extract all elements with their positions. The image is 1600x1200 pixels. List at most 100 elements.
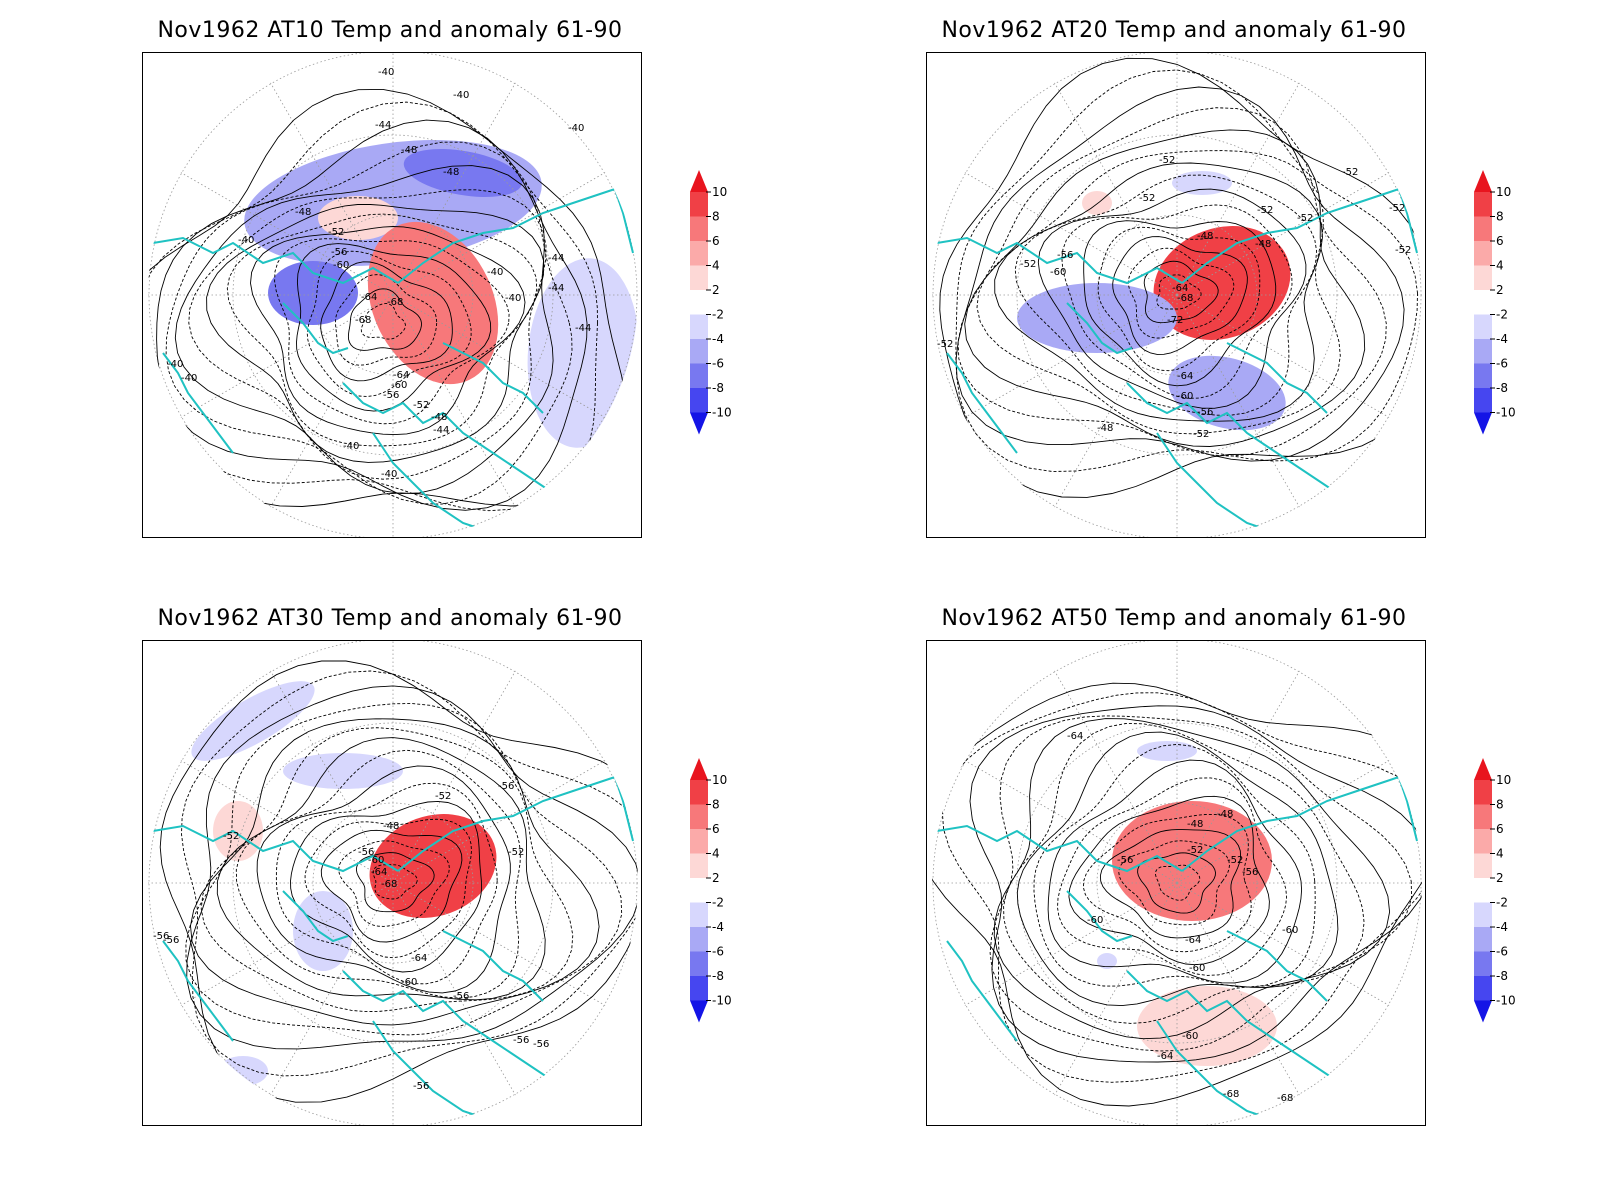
temperature-contour: [159, 660, 638, 1103]
contour-label: -68: [1277, 1093, 1293, 1104]
coastline: [1126, 970, 1338, 1082]
coastline: [946, 940, 1018, 1042]
temperature-contour: [338, 840, 450, 927]
polar-map-at30: -52-48-52-56-56-60-64-68-52-56-56-56-64-…: [148, 641, 638, 1125]
coastline: [282, 890, 349, 943]
colorbar-segment: [1474, 902, 1492, 927]
temperature-contour: [200, 727, 574, 1013]
contour-label: -56: [331, 247, 347, 258]
colorbar-segment: [1474, 388, 1492, 413]
temperature-contour: [1118, 840, 1230, 926]
temperature-contour: [347, 288, 422, 351]
contour-label: -40: [181, 373, 197, 384]
meridian-line: [392, 294, 516, 508]
contour-label: -64: [411, 953, 427, 964]
temperature-contour: [181, 670, 638, 1077]
meridian-line: [1176, 172, 1390, 296]
contour-label: -40: [167, 359, 183, 370]
colorbar-tick-label: -6: [1496, 945, 1508, 959]
meridian-line: [270, 670, 394, 884]
colorbar-segment: [690, 780, 708, 805]
contour-label: -64: [1172, 283, 1188, 294]
anomaly-shading: [1168, 355, 1286, 431]
temperature-contour: [1037, 188, 1307, 409]
colorbar-segment: [1474, 216, 1492, 241]
temperature-contour: [274, 238, 510, 425]
contour-label: -56: [513, 1035, 529, 1046]
contour-label: -44: [548, 253, 564, 264]
contour-label: -52: [1297, 213, 1313, 224]
contour-label: -56: [498, 781, 514, 792]
colorbar-tick-label: -4: [1496, 920, 1508, 934]
meridian-line: [1176, 82, 1300, 296]
contour-label: -60: [1050, 267, 1066, 278]
contour-label: -68: [1223, 1089, 1239, 1100]
meridian-line: [1176, 882, 1390, 1006]
contour-label: -52: [1257, 205, 1273, 216]
coastline: [162, 940, 234, 1042]
colorbar-segment: [1474, 241, 1492, 266]
temperature-contour: [148, 88, 627, 507]
contour-label: -48: [1097, 423, 1113, 434]
contour-label: -52: [1139, 193, 1155, 204]
contour-label: -44: [575, 323, 591, 334]
colorbar-segment: [1474, 951, 1492, 976]
coastline: [152, 236, 399, 285]
temperature-contour: [1057, 777, 1288, 976]
coastline: [282, 302, 349, 355]
contour-label: -44: [548, 283, 564, 294]
temperature-contour: [1137, 852, 1216, 914]
colorbar-tick-label: -8: [712, 969, 724, 983]
temperature-contour: [1143, 260, 1219, 324]
colorbar-segment: [1474, 829, 1492, 854]
colorbar-tick-label: -4: [1496, 332, 1508, 346]
temperature-contour: [1003, 723, 1365, 1024]
contour-label: -64: [1157, 1051, 1173, 1062]
colorbar-tick-label: 10: [1496, 185, 1511, 199]
colorbar-tick-label: 10: [712, 185, 727, 199]
temperature-contour: [989, 715, 1413, 1052]
contour-label: -60: [1182, 1031, 1198, 1042]
coastline: [397, 182, 634, 284]
colorbar: 10 8 6 4 2 -2 -4 -6 -8 -10: [690, 170, 732, 435]
colorbar-segment: [690, 902, 708, 927]
contour-label: -52: [1389, 203, 1405, 214]
coastline: [1181, 770, 1418, 872]
temperature-contour: [186, 685, 638, 1050]
temperature-contour: [355, 852, 435, 913]
colorbar-segment: [690, 290, 708, 315]
colorbar-segment: [690, 363, 708, 388]
contour-label: -60: [333, 260, 349, 271]
contour-label: -48: [295, 207, 311, 218]
meridian-line: [1176, 882, 1300, 1096]
temperature-contour: [320, 261, 453, 382]
coastline: [1226, 342, 1328, 414]
contour-label: -68: [387, 297, 403, 308]
colorbar-tick-label: 6: [712, 822, 720, 836]
coastline: [1126, 382, 1338, 494]
coastline: [1226, 930, 1328, 1002]
contour-label: -48: [401, 145, 417, 156]
meridian-line: [964, 882, 1178, 1006]
meridian-line: [1054, 294, 1178, 508]
contour-label: -56: [1197, 407, 1213, 418]
contour-label: -72: [1167, 315, 1183, 326]
colorbar-tick-label: 10: [712, 773, 727, 787]
contour-label: -64: [1177, 371, 1193, 382]
colorbar-segment: [1474, 804, 1492, 829]
coastline: [372, 1020, 494, 1122]
contour-label: -52: [435, 791, 451, 802]
colorbar-bottom-arrow: [1474, 1000, 1492, 1023]
meridian-line: [964, 294, 1178, 418]
colorbar-segment: [690, 339, 708, 364]
coastline: [342, 382, 554, 494]
colorbar-top-arrow: [1474, 758, 1492, 780]
meridian-line: [270, 882, 394, 1096]
coastline: [946, 352, 1018, 454]
colorbar-segment: [1474, 363, 1492, 388]
colorbar-segment: [690, 829, 708, 854]
colorbar-tick-label: -10: [1496, 994, 1516, 1008]
colorbar-tick-label: -10: [712, 406, 732, 420]
anomaly-shading: [1137, 741, 1197, 761]
temperature-contour: [939, 57, 1422, 498]
